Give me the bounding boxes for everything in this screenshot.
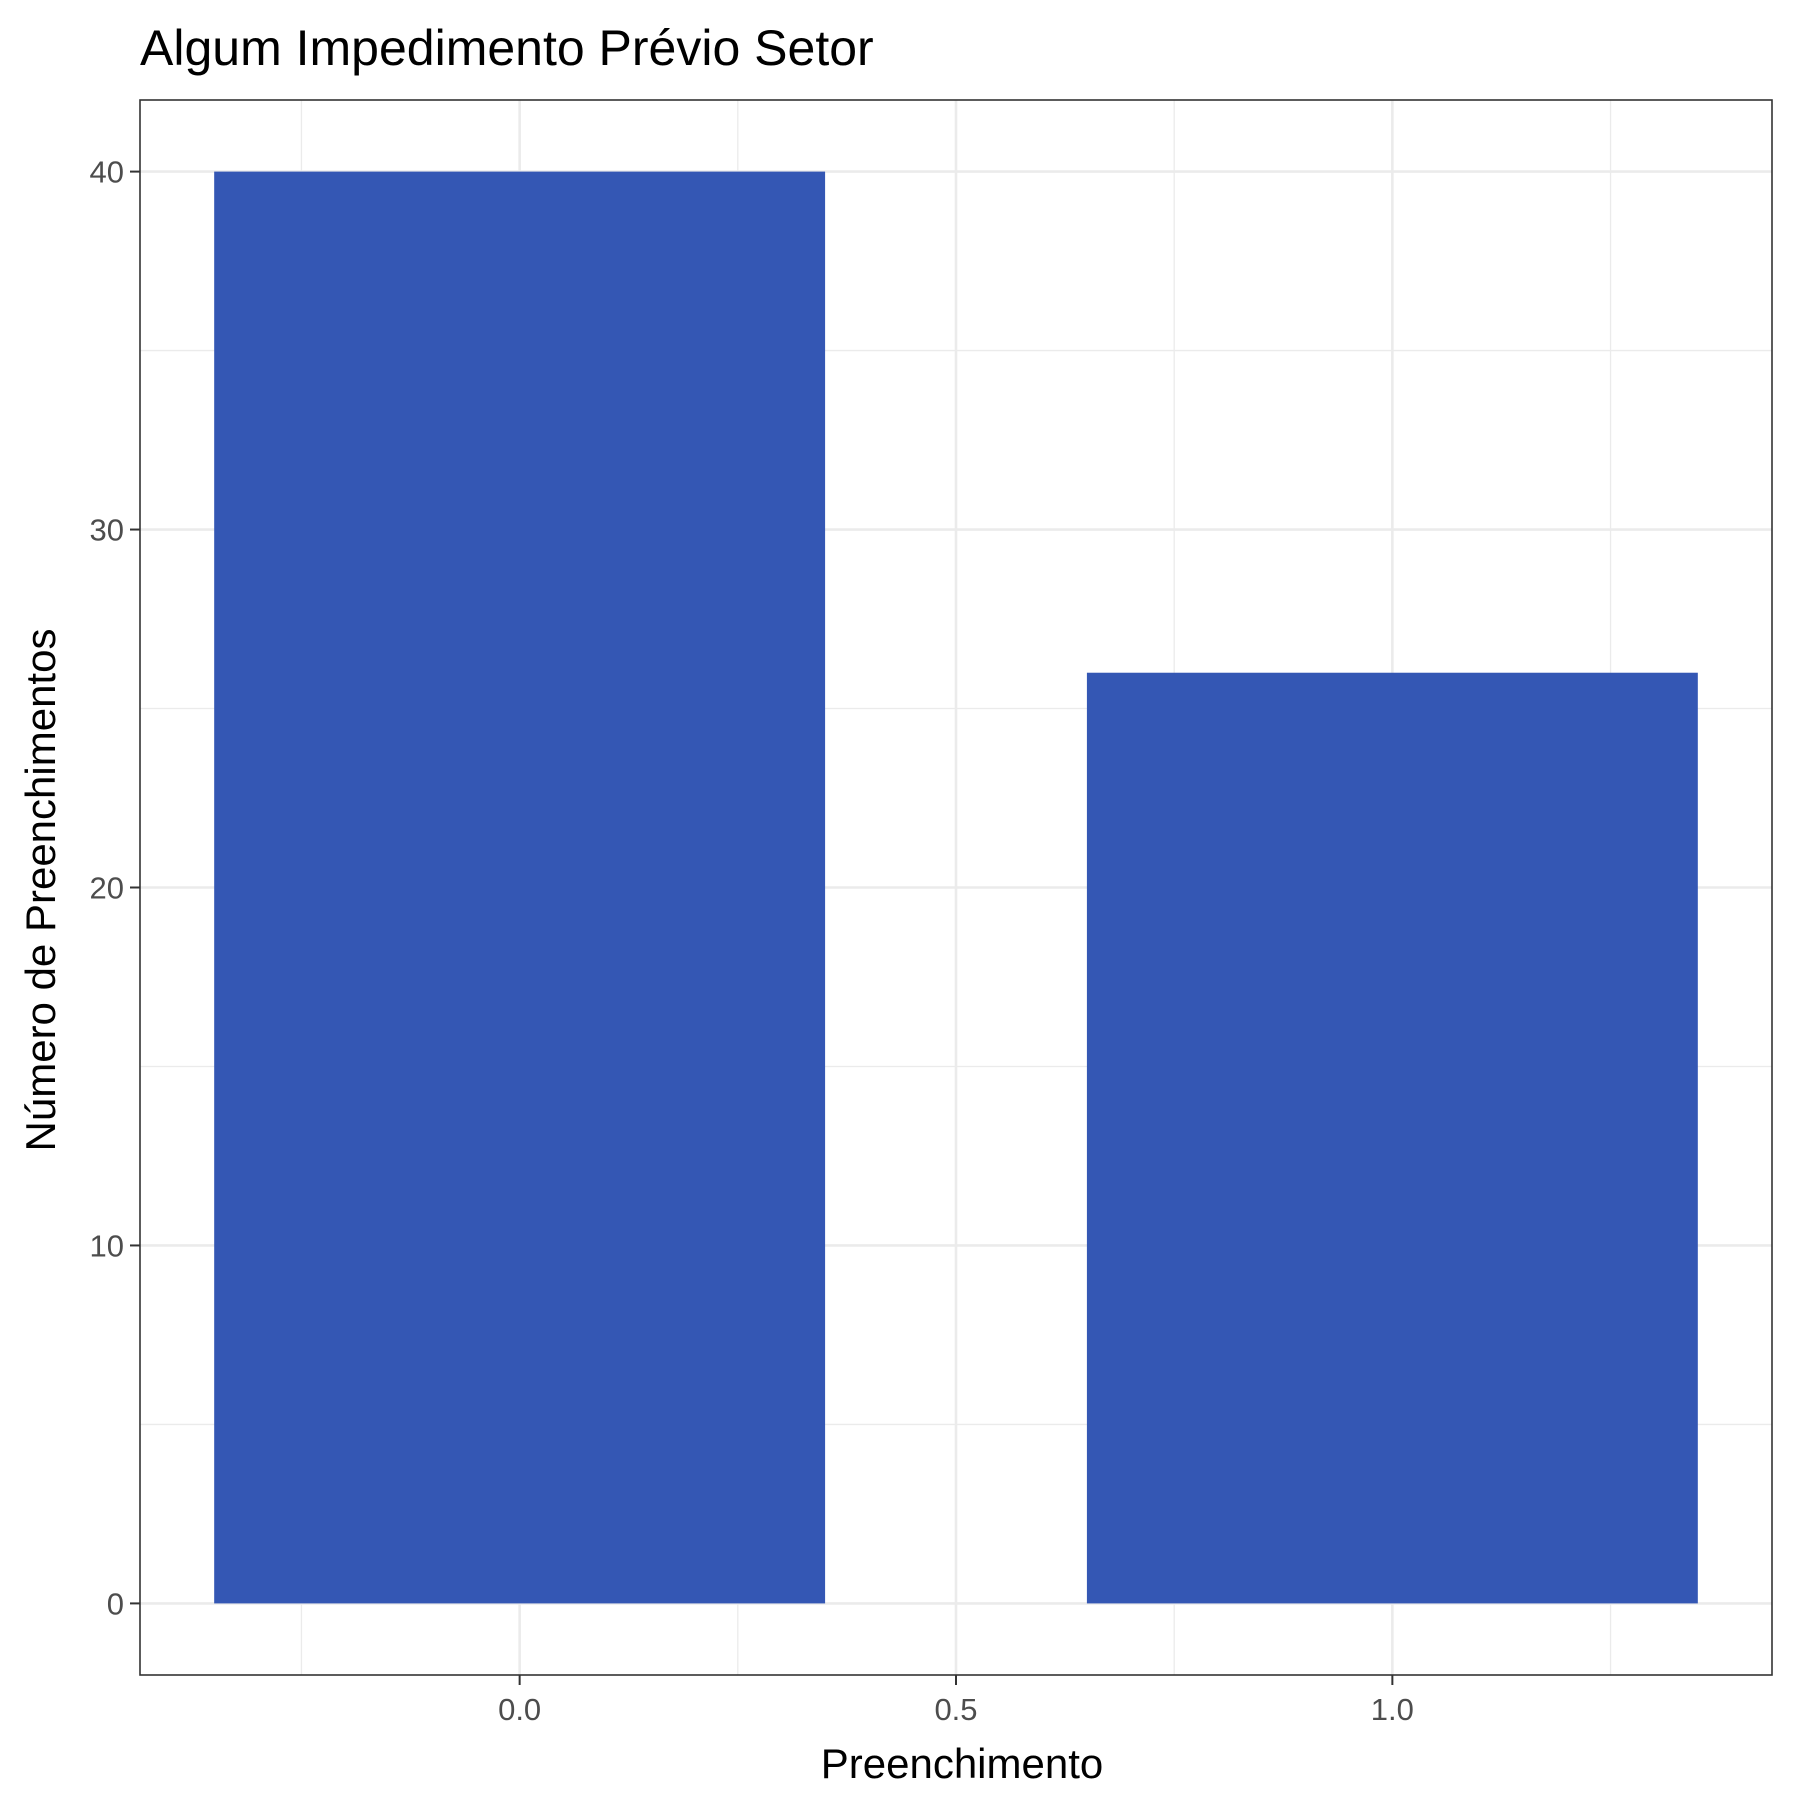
bars (214, 171, 1698, 1604)
y-tick-label: 0 (107, 1586, 124, 1621)
x-tick-label: 0.0 (498, 1692, 541, 1727)
y-tick-label: 40 (90, 155, 124, 190)
bar-0 (214, 171, 826, 1604)
y-tick-label: 30 (90, 513, 124, 548)
y-tick-label: 20 (90, 871, 124, 906)
x-tick-label: 0.5 (934, 1692, 977, 1727)
y-axis: 0 10 20 30 40 (90, 155, 140, 1621)
y-tick-label: 10 (90, 1228, 124, 1263)
x-tick-label: 1.0 (1371, 1692, 1414, 1727)
x-axis-title: Preenchimento (821, 1740, 1104, 1787)
x-axis: 0.0 0.5 1.0 (498, 1675, 1414, 1727)
y-axis-title: Número de Preenchimentos (17, 629, 64, 1152)
chart-title: Algum Impedimento Prévio Setor (140, 20, 874, 76)
bar-1 (1086, 672, 1698, 1604)
